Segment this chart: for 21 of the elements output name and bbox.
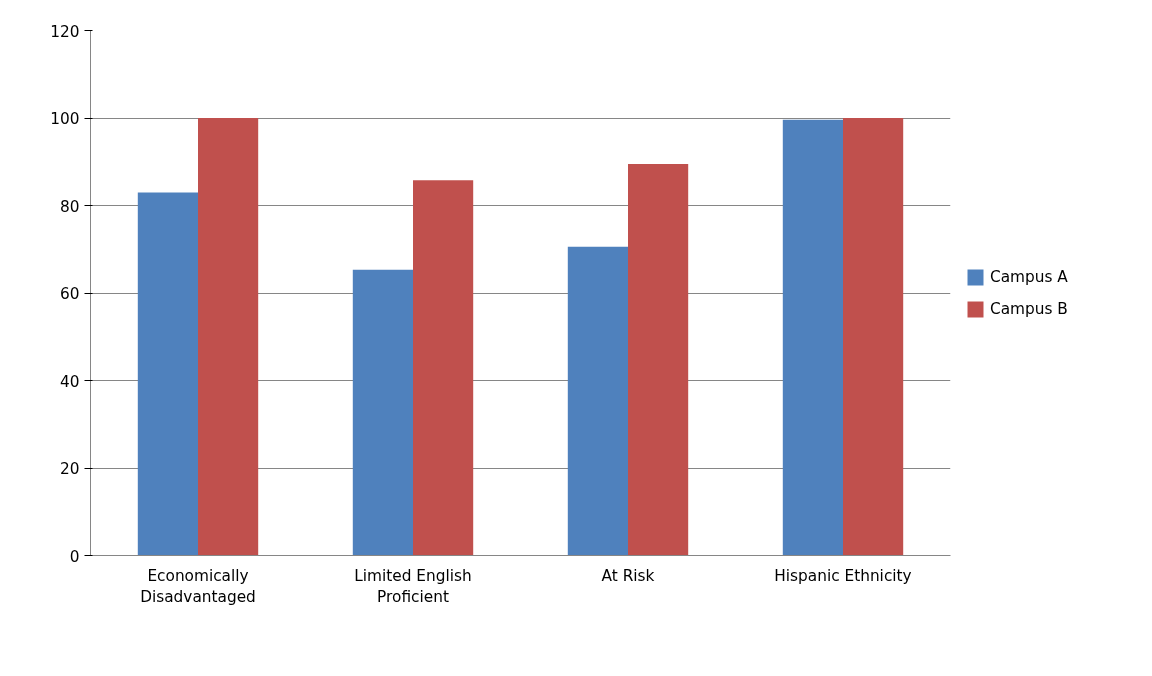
- x-tick-label: Hispanic Ethnicity: [774, 566, 912, 585]
- y-tick-label: 100: [50, 110, 80, 128]
- legend-label: Campus B: [990, 299, 1068, 318]
- bar: [137, 192, 198, 556]
- bar: [352, 269, 413, 556]
- x-tick-label: Economically Disadvantaged: [140, 566, 256, 607]
- bar: [413, 180, 474, 556]
- bar: [628, 163, 689, 556]
- y-tick-label: 20: [60, 460, 80, 478]
- y-tick-label: 120: [50, 22, 80, 41]
- y-tick-label: 60: [60, 285, 80, 303]
- bar: [843, 118, 904, 556]
- bar: [782, 119, 843, 556]
- y-tick-label: 0: [69, 547, 80, 566]
- bar: [567, 246, 628, 556]
- bar: [198, 118, 259, 556]
- legend-label: Campus A: [990, 267, 1068, 286]
- x-tick-label: Limited English Proficient: [354, 566, 472, 607]
- y-tick-label: 80: [60, 197, 80, 216]
- x-tick-label: At Risk: [601, 566, 655, 585]
- y-tick-label: 40: [60, 372, 80, 391]
